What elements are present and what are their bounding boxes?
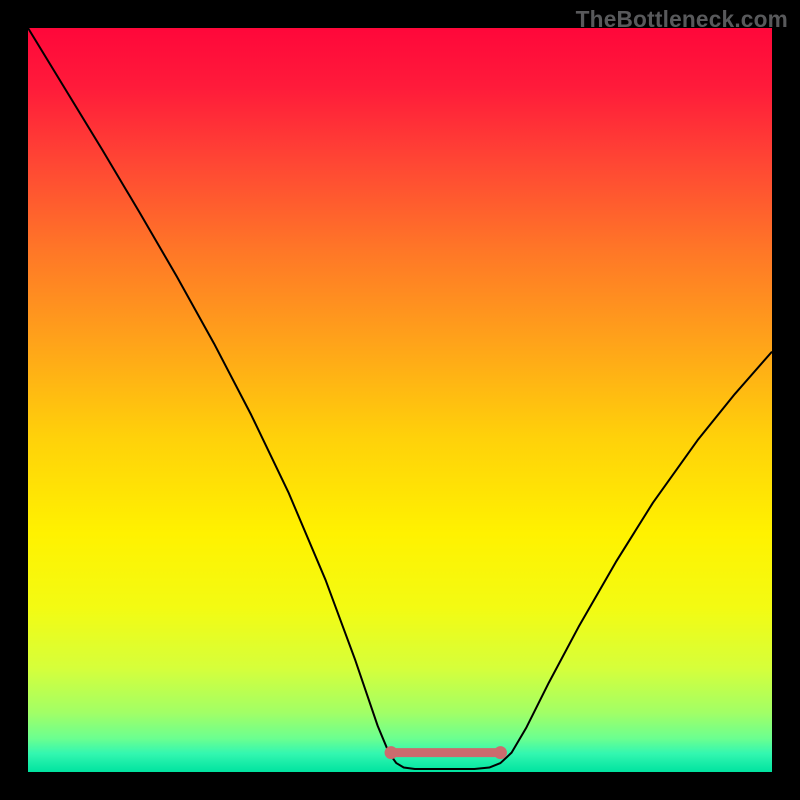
gradient-background [28,28,772,772]
optimal-range-start-dot [385,746,398,759]
watermark-text: TheBottleneck.com [576,6,788,33]
plot-area [28,28,772,772]
chart-frame: TheBottleneck.com [0,0,800,800]
optimal-range-end-dot [494,746,507,759]
chart-svg [28,28,772,772]
